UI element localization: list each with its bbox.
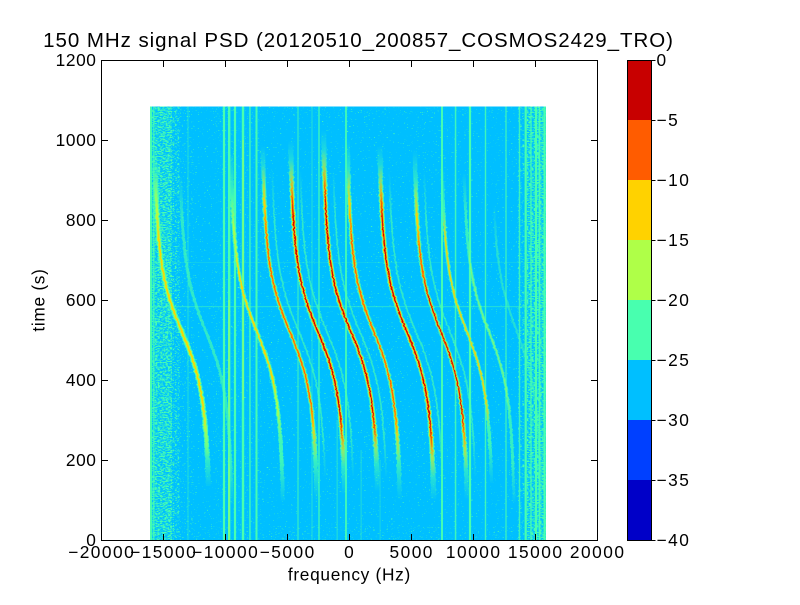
svg-text:400: 400 [66,370,97,390]
svg-text:150 MHz signal PSD (20120510_2: 150 MHz signal PSD (20120510_200857_COSM… [43,29,674,52]
svg-text:−5000: −5000 [260,542,316,562]
svg-text:−10000: −10000 [192,542,259,562]
svg-text:−5: −5 [657,110,680,130]
svg-text:800: 800 [66,210,97,230]
svg-text:−20: −20 [657,290,691,310]
svg-text:1200: 1200 [56,50,97,70]
svg-text:−20000: −20000 [68,542,135,562]
svg-text:−30: −30 [657,410,691,430]
svg-text:600: 600 [66,290,97,310]
svg-text:1000: 1000 [56,130,97,150]
svg-text:10000: 10000 [446,542,502,562]
svg-text:0: 0 [344,542,355,562]
svg-text:−10: −10 [657,170,691,190]
svg-text:5000: 5000 [389,542,433,562]
svg-text:15000: 15000 [508,542,564,562]
svg-text:frequency (Hz): frequency (Hz) [288,565,411,585]
svg-text:−40: −40 [657,530,691,550]
svg-text:−35: −35 [657,470,691,490]
svg-text:time (s): time (s) [28,268,48,331]
svg-text:−15000: −15000 [130,542,197,562]
svg-text:0: 0 [657,50,668,70]
svg-text:200: 200 [66,450,97,470]
svg-text:20000: 20000 [570,542,626,562]
svg-text:−25: −25 [657,350,691,370]
svg-text:0: 0 [86,530,96,550]
svg-text:−15: −15 [657,230,691,250]
